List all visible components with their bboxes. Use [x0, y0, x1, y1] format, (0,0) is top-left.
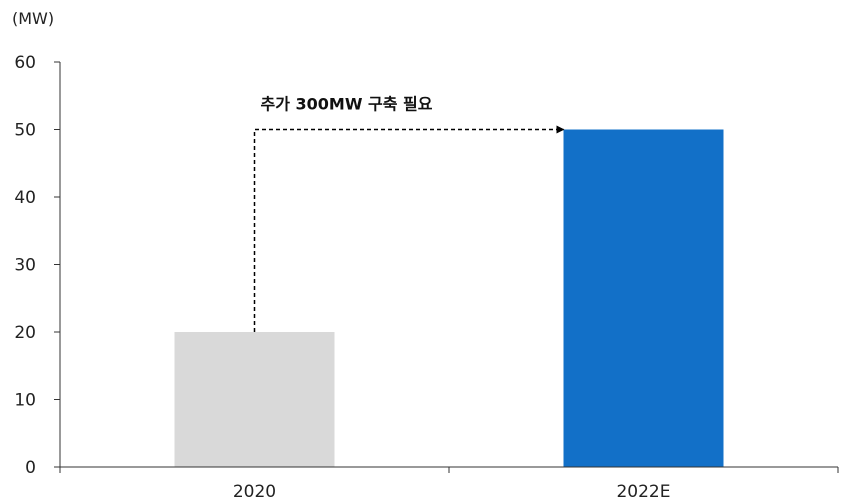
annotation-arrow — [253, 125, 565, 332]
bar-2022e — [563, 129, 724, 467]
y-tick-label: 30 — [14, 256, 36, 276]
y-tick-label: 60 — [14, 53, 36, 73]
y-tick-label: 0 — [25, 458, 36, 478]
y-tick-label: 50 — [14, 121, 36, 141]
annotation: 추가 300MW 구축 필요 — [253, 95, 565, 332]
x-tick-label: 2022E — [616, 482, 670, 502]
x-tick-label: 2020 — [233, 482, 276, 502]
y-axis-ticks: 0 10 20 30 40 50 60 — [14, 53, 60, 478]
y-tick-label: 10 — [14, 391, 36, 411]
y-tick-label: 20 — [14, 323, 36, 343]
bars — [174, 129, 724, 467]
bar-2020 — [174, 332, 335, 467]
x-axis-ticks: 2020 2022E — [59, 467, 839, 502]
annotation-label: 추가 300MW 구축 필요 — [261, 95, 433, 114]
y-tick-label: 40 — [14, 188, 36, 208]
y-axis-unit-label: (MW) — [12, 9, 54, 28]
